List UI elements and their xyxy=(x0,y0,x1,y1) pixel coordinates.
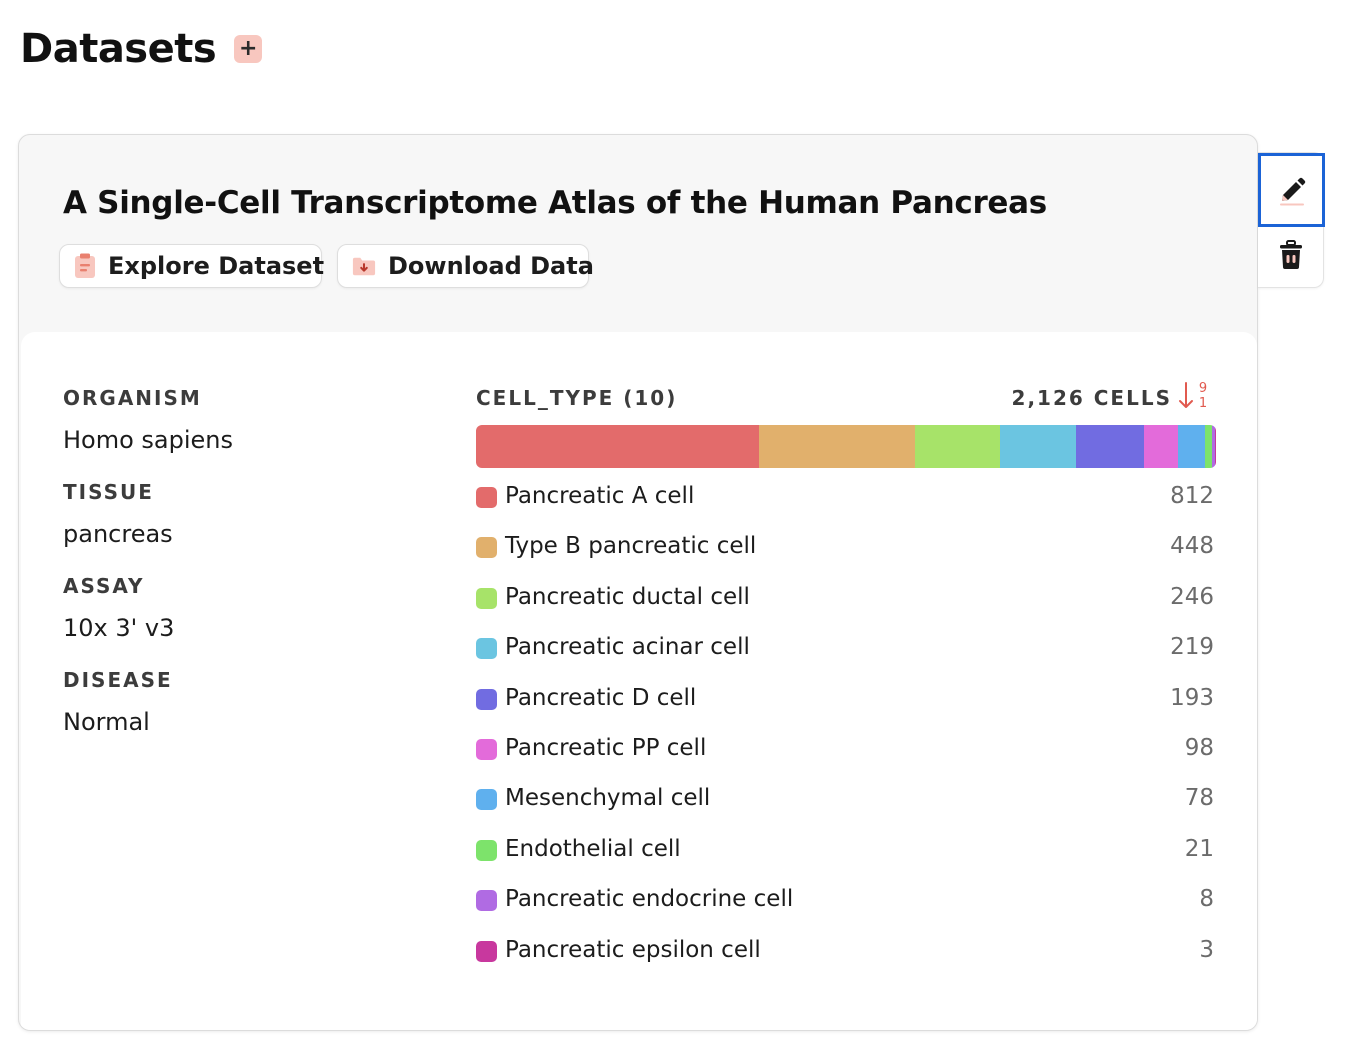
legend-label: Pancreatic D cell xyxy=(505,684,697,711)
legend-swatch xyxy=(476,839,497,861)
bar-segment-6 xyxy=(1143,425,1178,468)
organism-value: Homo sapiens xyxy=(63,426,234,454)
download-data-button[interactable]: Download Data xyxy=(337,244,594,288)
bar-segment-4 xyxy=(1000,425,1077,468)
legend-count: 78 xyxy=(1184,785,1214,812)
legend-item: Pancreatic acinar cell 219 xyxy=(476,634,1216,684)
legend-label: Pancreatic endocrine cell xyxy=(505,886,794,913)
legend-count: 219 xyxy=(1170,634,1214,661)
legend-count: 246 xyxy=(1170,583,1214,610)
legend-swatch xyxy=(476,940,497,962)
dataset-card-header: A Single-Cell Transcriptome Atlas of the… xyxy=(19,135,1257,333)
legend-swatch xyxy=(476,487,497,508)
folder-download-icon xyxy=(352,253,376,279)
dataset-title: A Single-Cell Transcriptome Atlas of the… xyxy=(63,185,1047,221)
legend-count: 21 xyxy=(1184,835,1214,862)
legend-label: Pancreatic PP cell xyxy=(505,734,707,761)
legend-label: Pancreatic acinar cell xyxy=(505,634,750,661)
add-dataset-button[interactable]: + xyxy=(234,35,263,63)
disease-label: DISEASE xyxy=(63,668,173,692)
legend-count: 98 xyxy=(1184,734,1214,761)
trash-icon xyxy=(1280,240,1302,269)
legend-item: Pancreatic A cell 812 xyxy=(476,483,1216,533)
legend-count: 193 xyxy=(1170,684,1214,711)
legend-count: 812 xyxy=(1170,483,1214,509)
legend-label: Pancreatic ductal cell xyxy=(505,583,750,610)
legend-swatch xyxy=(476,890,497,912)
cell-type-stacked-bar xyxy=(476,425,1216,468)
legend-item: Type B pancreatic cell 448 xyxy=(476,533,1216,583)
legend-swatch xyxy=(476,738,497,760)
plus-icon: + xyxy=(238,36,258,61)
legend-count: 8 xyxy=(1199,886,1214,913)
legend-item: Endothelial cell 21 xyxy=(476,836,1216,886)
bar-segment-10 xyxy=(1214,425,1216,468)
legend-count: 3 xyxy=(1199,936,1214,963)
clipboard-icon xyxy=(74,253,96,279)
organism-label: ORGANISM xyxy=(63,386,202,410)
legend-item: Pancreatic epsilon cell 3 xyxy=(476,937,1216,987)
legend-swatch xyxy=(476,688,497,710)
legend-count: 448 xyxy=(1170,533,1214,560)
bar-segment-8 xyxy=(1204,425,1213,468)
assay-value: 10x 3' v3 xyxy=(63,614,175,642)
legend-label: Pancreatic A cell xyxy=(505,483,695,509)
card-actions-panel xyxy=(1258,152,1325,288)
edit-button[interactable] xyxy=(1258,153,1325,227)
tissue-label: TISSUE xyxy=(63,480,154,504)
cell-type-chart: CELL_TYPE (10) 2,126 CELLS 9 1 Pancreati… xyxy=(476,381,1216,963)
legend-label: Type B pancreatic cell xyxy=(505,533,757,560)
cell-type-chart-header: CELL_TYPE (10) 2,126 CELLS 9 1 xyxy=(476,381,1216,416)
legend-item: Pancreatic endocrine cell 8 xyxy=(476,886,1216,936)
bar-segment-2 xyxy=(758,425,915,468)
dataset-card: A Single-Cell Transcriptome Atlas of the… xyxy=(18,134,1258,1031)
sort-descending-icon[interactable]: 9 1 xyxy=(1176,380,1212,414)
legend-label: Mesenchymal cell xyxy=(505,785,711,812)
tissue-value: pancreas xyxy=(63,520,173,548)
pencil-icon xyxy=(1279,177,1305,206)
page-header: Datasets + xyxy=(20,26,263,72)
legend-item: Mesenchymal cell 78 xyxy=(476,785,1216,835)
legend-swatch xyxy=(476,789,497,811)
metadata-list: ORGANISM Homo sapiens TISSUE pancreas AS… xyxy=(63,386,423,762)
cell-type-legend: Pancreatic A cell 812 Type B pancreatic ce… xyxy=(476,483,1216,987)
legend-item: Pancreatic ductal cell 246 xyxy=(476,584,1216,634)
legend-swatch xyxy=(476,537,497,559)
bar-segment-7 xyxy=(1177,425,1205,468)
bar-segment-3 xyxy=(914,425,1001,468)
bar-segment-1 xyxy=(476,425,759,468)
dataset-card-body: ORGANISM Homo sapiens TISSUE pancreas AS… xyxy=(21,332,1257,1030)
sort-bottom-number: 1 xyxy=(1199,396,1207,411)
bar-segment-5 xyxy=(1076,425,1144,468)
legend-label: Endothelial cell xyxy=(505,835,681,862)
legend-item: Pancreatic D cell 193 xyxy=(476,685,1216,735)
delete-button[interactable] xyxy=(1278,239,1304,271)
legend-swatch xyxy=(476,638,497,660)
assay-label: ASSAY xyxy=(63,574,145,598)
disease-value: Normal xyxy=(63,708,150,736)
download-data-label: Download Data xyxy=(388,252,594,280)
sort-top-number: 9 xyxy=(1199,381,1207,396)
legend-label: Pancreatic epsilon cell xyxy=(505,936,761,963)
page-title: Datasets xyxy=(20,26,217,72)
explore-dataset-label: Explore Dataset xyxy=(108,252,325,280)
cell-type-label: CELL_TYPE (10) xyxy=(476,386,678,410)
legend-swatch xyxy=(476,587,497,609)
bar-segment-9 xyxy=(1212,425,1215,468)
total-cells-label: 2,126 CELLS xyxy=(1011,386,1172,410)
explore-dataset-button[interactable]: Explore Dataset xyxy=(59,244,325,288)
legend-item: Pancreatic PP cell 98 xyxy=(476,735,1216,785)
